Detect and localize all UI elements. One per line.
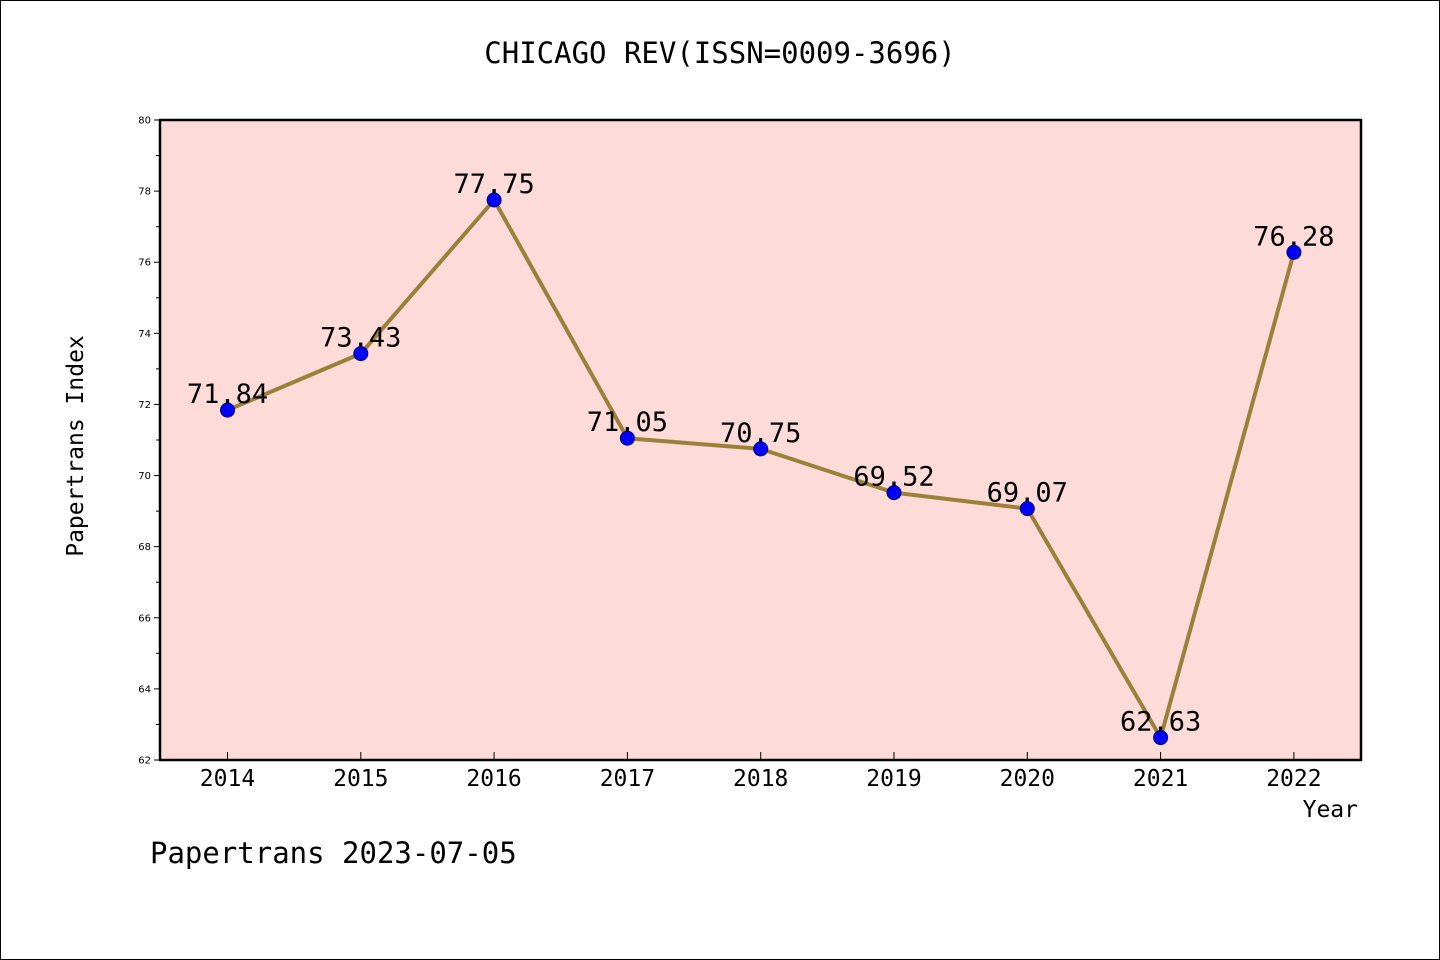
- data-point-2015: [353, 346, 369, 362]
- data-point-2021: [1153, 730, 1169, 746]
- y-tick-label-62: 62: [138, 756, 151, 767]
- data-point-2017: [619, 430, 635, 446]
- data-label-2016: 77.75: [453, 169, 534, 200]
- data-point-2022: [1286, 244, 1302, 260]
- footer-stamp: Papertrans 2023-07-05: [150, 836, 517, 870]
- data-label-2017: 71.05: [587, 407, 668, 438]
- data-labels: 71.84 73.43 77.75 71.05 70.75 69.52 69.07 62.63…: [187, 169, 1335, 738]
- data-label-2021: 62.63: [1120, 707, 1201, 738]
- y-tick-label-78: 78: [138, 187, 151, 198]
- x-tick-label-2022: 2022: [1266, 766, 1321, 792]
- x-tick-label-2018: 2018: [733, 766, 788, 792]
- data-label-2014: 71.84: [187, 379, 268, 410]
- chart-title: CHICAGO REV(ISSN=0009-3696): [484, 36, 956, 70]
- data-markers: [220, 192, 1302, 746]
- x-tick-label-2020: 2020: [1000, 766, 1055, 792]
- y-tick-label-74: 74: [138, 329, 151, 340]
- y-axis-ticks: 62 64 66 68 70 72 74 76 78 80: [138, 116, 160, 767]
- data-label-2019: 69.52: [853, 462, 934, 493]
- data-label-2015: 73.43: [320, 323, 401, 354]
- data-label-2018: 70.75: [720, 418, 801, 449]
- plot-area: [160, 120, 1361, 760]
- data-label-2020: 69.07: [987, 478, 1068, 509]
- data-point-2019: [886, 485, 902, 501]
- x-tick-label-2021: 2021: [1133, 766, 1188, 792]
- y-tick-label-72: 72: [138, 400, 151, 411]
- data-label-2022: 76.28: [1253, 221, 1334, 252]
- data-point-2020: [1019, 501, 1035, 517]
- y-tick-label-70: 70: [138, 471, 151, 482]
- y-tick-label-64: 64: [138, 684, 151, 695]
- y-axis-label: Papertrans Index: [63, 335, 89, 557]
- y-tick-label-76: 76: [138, 258, 151, 269]
- x-tick-label-2014: 2014: [200, 766, 255, 792]
- x-tick-label-2015: 2015: [333, 766, 388, 792]
- plot-border: [158, 118, 1363, 762]
- y-tick-label-66: 66: [138, 613, 151, 624]
- x-tick-label-2019: 2019: [866, 766, 921, 792]
- data-point-2018: [753, 441, 769, 457]
- data-point-2016: [486, 192, 502, 208]
- y-tick-label-68: 68: [138, 542, 151, 553]
- x-tick-label-2016: 2016: [466, 766, 521, 792]
- y-tick-label-80: 80: [138, 116, 151, 127]
- x-axis-label: Year: [1302, 797, 1358, 823]
- x-tick-label-2017: 2017: [600, 766, 655, 792]
- data-point-2014: [220, 402, 235, 418]
- x-axis-ticks: 2014 2015 2016 2017 2018 2019 2020 2021 2022: [200, 752, 1322, 792]
